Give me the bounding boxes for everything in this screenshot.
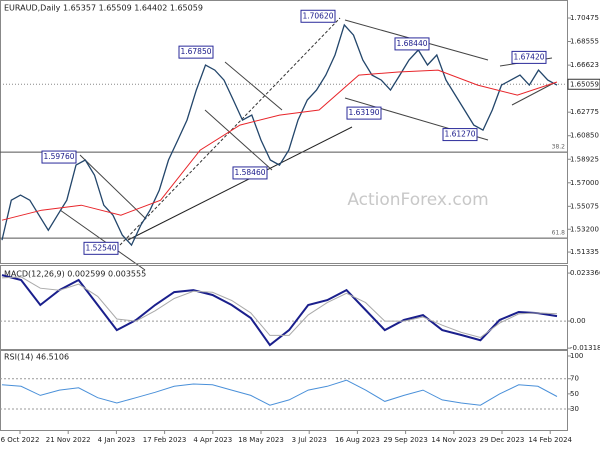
rsi-title: RSI(14) 46.5106 <box>4 353 69 362</box>
channel-line <box>511 83 553 106</box>
x-tick-label: 18 May 2023 <box>238 436 284 444</box>
y-tick-label: 1.57000 <box>570 179 599 187</box>
panel-frame <box>0 265 568 350</box>
x-tick-label: 14 Nov 2023 <box>431 436 476 444</box>
y-tick-label: 0.00 <box>570 317 586 325</box>
annotation-box <box>232 166 268 180</box>
annotation-label: 1.63190 <box>348 108 379 117</box>
y-tick-label: 50 <box>570 390 579 398</box>
x-tick-label: 21 Nov 2022 <box>46 436 91 444</box>
y-tick-label: 1.53200 <box>570 225 599 233</box>
channel-line <box>204 109 273 171</box>
y-tick-label: 0.023366 <box>570 269 600 277</box>
annotation-label: 1.59760 <box>43 152 74 161</box>
y-tick-label: 30 <box>570 405 579 413</box>
x-tick-label: 29 Sep 2023 <box>383 436 427 444</box>
y-tick-label: 1.68555 <box>570 38 599 46</box>
y-tick-label: 1.58925 <box>570 155 599 163</box>
annotation-label: 1.61270 <box>444 130 475 139</box>
y-tick-label: 70 <box>570 375 579 383</box>
y-tick-label: -0.013186 <box>570 344 600 352</box>
channel-line <box>224 61 283 111</box>
x-tick-label: 14 Feb 2024 <box>528 436 572 444</box>
panel-frame <box>0 350 568 431</box>
channel-line <box>59 209 146 271</box>
y-tick-label: 100 <box>570 352 583 360</box>
x-tick-label: 6 Oct 2022 <box>1 436 40 444</box>
watermark: ActionForex.com <box>347 190 488 210</box>
y-tick-label: 1.60850 <box>570 132 599 140</box>
series-line <box>1 69 558 221</box>
x-tick-label: 4 Apr 2023 <box>193 436 232 444</box>
x-tick-label: 4 Jan 2023 <box>98 436 136 444</box>
chart-title: EURAUD,Daily 1.65357 1.65509 1.64402 1.6… <box>4 4 203 13</box>
annotation-label: 1.52540 <box>85 243 116 252</box>
series-line <box>1 23 558 247</box>
y-tick-label: 1.51335 <box>570 248 599 256</box>
last-price-box <box>567 78 600 90</box>
annotation-box <box>41 150 77 164</box>
annotation-box <box>300 9 336 23</box>
channel-line <box>79 154 146 219</box>
annotation-box <box>394 37 430 51</box>
last-price-label: 1.65059 <box>570 80 599 88</box>
series-line <box>1 379 558 406</box>
annotation-label: 1.70620 <box>302 11 333 20</box>
series-line <box>1 274 558 347</box>
y-tick-label: 1.70475 <box>570 14 599 22</box>
series-line <box>1 276 558 339</box>
x-tick-label: 29 Dec 2023 <box>480 436 525 444</box>
annotation-label: 1.67850 <box>180 47 211 56</box>
annotation-box <box>511 50 547 64</box>
annotation-label: 1.68440 <box>396 39 427 48</box>
x-tick-label: 3 Jul 2023 <box>292 436 327 444</box>
panel-frame <box>0 0 568 264</box>
y-tick-label: 1.62775 <box>570 108 599 116</box>
annotation-box <box>346 106 382 120</box>
y-tick-label: 1.55075 <box>570 202 599 210</box>
trend-line <box>119 17 341 246</box>
annotation-box <box>442 128 478 142</box>
x-tick-label: 17 Feb 2023 <box>143 436 187 444</box>
macd-title: MACD(12,26,9) 0.002599 0.003555 <box>4 270 146 279</box>
fib-label: 61.8 <box>552 230 566 237</box>
y-tick-label: 1.66623 <box>570 61 599 69</box>
annotation-label: 1.58460 <box>234 168 265 177</box>
x-tick-label: 16 Aug 2023 <box>335 436 380 444</box>
trend-line <box>127 126 353 241</box>
annotation-label: 1.67420 <box>513 52 544 61</box>
annotation-box <box>83 241 119 255</box>
fib-label: 38.2 <box>552 144 566 151</box>
annotation-box <box>178 45 214 59</box>
